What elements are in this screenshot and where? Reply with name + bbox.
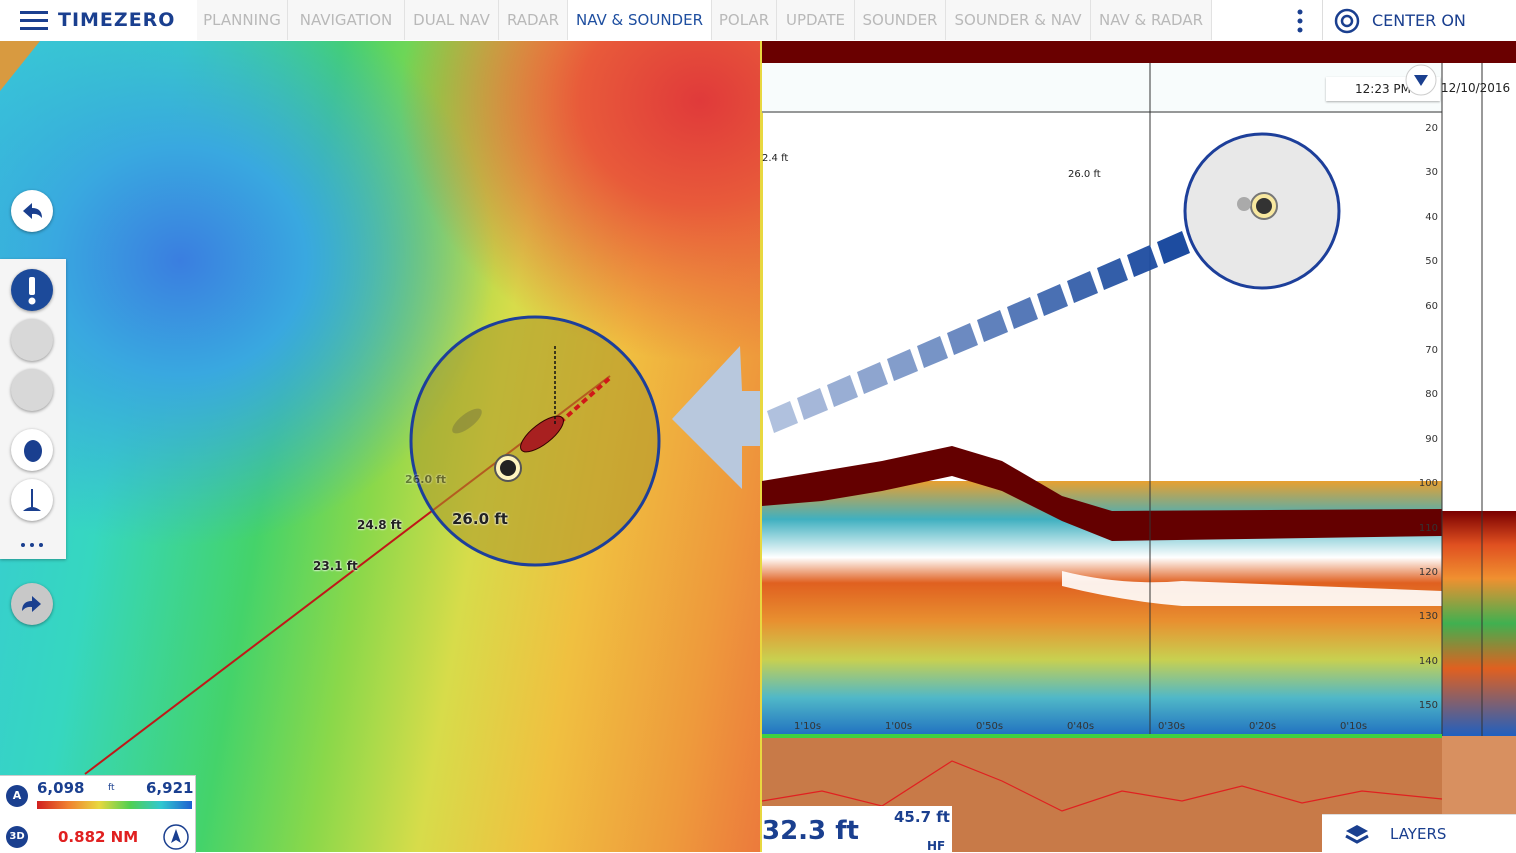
more-button[interactable] bbox=[1290, 8, 1310, 34]
layers-button[interactable]: LAYERS bbox=[1322, 814, 1516, 853]
tab[interactable]: RADAR bbox=[499, 0, 568, 40]
depth-label: 23.1 ft bbox=[313, 559, 358, 573]
tab[interactable]: SOUNDER bbox=[855, 0, 946, 40]
depth-tick-label: 60 bbox=[1425, 300, 1438, 312]
depth-tick-label: 90 bbox=[1425, 433, 1438, 445]
map-overlay bbox=[0, 41, 760, 775]
depth-label: 24.8 ft bbox=[357, 518, 402, 532]
tab[interactable]: PLANNING bbox=[197, 0, 288, 40]
depth-tick-label: 80 bbox=[1425, 389, 1438, 401]
depth-tick-label: 30 bbox=[1425, 167, 1438, 179]
depth-tick-label: 20 bbox=[1425, 123, 1438, 134]
depth-label: 26.0 ft bbox=[452, 510, 508, 528]
depth-tick-label: 120 bbox=[1418, 567, 1438, 578]
brand: TIMEZERO bbox=[58, 9, 176, 31]
forward-button[interactable] bbox=[11, 583, 53, 625]
pan-button[interactable] bbox=[11, 429, 53, 471]
time-tick-label: 0'40s bbox=[1067, 721, 1095, 732]
depth-tick-label: 100 bbox=[1418, 478, 1438, 490]
time-tick-label: 1'00s bbox=[885, 721, 913, 732]
center-icon bbox=[1334, 8, 1360, 34]
time-tick-label: 0'20s bbox=[1249, 721, 1277, 732]
tab[interactable]: DUAL NAV bbox=[405, 0, 499, 40]
sounder-pane: 2.4 ft 26.0 ft 12:23 PM 12/10/2016 20 30 4… bbox=[762, 41, 1516, 853]
range-in-button[interactable] bbox=[11, 369, 53, 411]
mode-button[interactable]: A bbox=[6, 785, 28, 807]
secondary-depth: 45.7 ft bbox=[894, 808, 950, 826]
depth-tick-label: 140 bbox=[1418, 655, 1438, 667]
date-display: 12/10/2016 bbox=[1441, 81, 1511, 95]
depth-tick-label: 110 bbox=[1418, 522, 1438, 534]
header: TIMEZERO PLANNING NAVIGATION DUAL NAV RA… bbox=[0, 0, 1516, 42]
tab[interactable]: SOUNDER & NAV bbox=[946, 0, 1091, 40]
scale-bar bbox=[37, 801, 192, 809]
frequency: HF bbox=[927, 839, 946, 853]
back-button[interactable] bbox=[11, 190, 53, 232]
mark-label: 26.0 ft bbox=[1068, 169, 1101, 180]
scale-min: 6,098 bbox=[37, 779, 85, 797]
scale-max: 6,921 bbox=[146, 779, 194, 797]
time-tick-label: 0'50s bbox=[976, 721, 1004, 732]
magnifier-link bbox=[767, 132, 1341, 433]
tab[interactable]: NAV & RADAR bbox=[1091, 0, 1212, 40]
scale-unit: ft bbox=[108, 783, 115, 793]
time-tick-label: 0'10s bbox=[1340, 721, 1368, 732]
time-tick-label: 1'10s bbox=[794, 721, 822, 732]
depth-tick-label: 150 bbox=[1418, 700, 1438, 712]
tab-active[interactable]: NAV & SOUNDER bbox=[568, 0, 712, 40]
depth-label: 26.0 ft bbox=[405, 473, 447, 486]
layers-label: LAYERS bbox=[1390, 825, 1447, 843]
status-box: A 6,098 ft 6,921 3D 0.882 NM bbox=[0, 775, 196, 853]
depth-tick-label: 70 bbox=[1425, 345, 1438, 356]
depth-value: 32.3 ft bbox=[762, 816, 859, 846]
range-out-button[interactable] bbox=[11, 319, 53, 361]
toolbar bbox=[0, 259, 66, 559]
echogram bbox=[762, 41, 1516, 852]
depth-tick-label: 50 bbox=[1425, 256, 1438, 268]
time-tick-label: 0'30s bbox=[1158, 721, 1186, 732]
depth-tick-label: 40 bbox=[1425, 211, 1438, 223]
chart-map: 26.0 ft 24.8 ft 23.1 ft 26.0 ft A 6,098 … bbox=[0, 41, 760, 853]
tab[interactable]: NAVIGATION bbox=[288, 0, 405, 40]
tab[interactable]: UPDATE bbox=[777, 0, 855, 40]
more-tools[interactable] bbox=[20, 541, 46, 549]
alert-button[interactable] bbox=[11, 269, 53, 311]
range-value: 0.882 NM bbox=[58, 828, 139, 846]
mark-label: 2.4 ft bbox=[762, 153, 789, 164]
center-on-button[interactable]: CENTER ON bbox=[1372, 11, 1466, 30]
view-button[interactable]: 3D bbox=[6, 826, 28, 848]
event-button[interactable] bbox=[11, 479, 53, 521]
menu-button[interactable] bbox=[20, 10, 48, 32]
north-button[interactable] bbox=[162, 823, 190, 851]
time-menu-button[interactable] bbox=[1405, 64, 1437, 96]
pane-divider bbox=[760, 41, 763, 852]
depth-tick-label: 130 bbox=[1418, 611, 1438, 623]
depth-box: 32.3 ft 45.7 ft HF bbox=[762, 806, 952, 853]
divider bbox=[1322, 0, 1323, 40]
tab[interactable]: POLAR bbox=[712, 0, 777, 40]
